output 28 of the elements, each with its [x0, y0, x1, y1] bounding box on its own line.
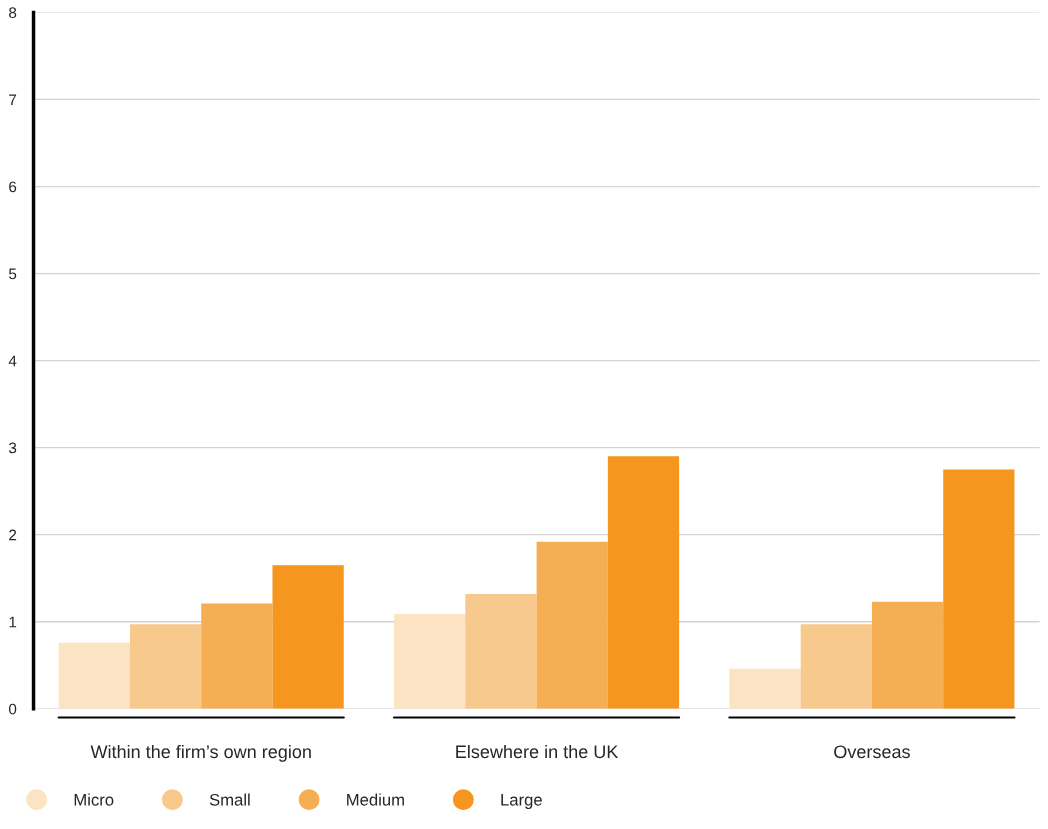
bar — [272, 565, 344, 709]
x-tick-label: Overseas — [834, 745, 910, 759]
bar — [871, 601, 944, 709]
bar — [465, 593, 537, 709]
bar — [58, 642, 130, 709]
y-tick-label: 0 — [8, 703, 17, 715]
bar — [607, 456, 680, 709]
y-tick-label: 7 — [9, 94, 17, 106]
y-tick-label: 6 — [9, 181, 17, 193]
x-tick-label: Within the firm’s own region — [90, 744, 311, 762]
bar — [800, 624, 872, 709]
bar — [943, 469, 1015, 709]
bar — [729, 668, 801, 709]
y-tick-label: 2 — [9, 529, 17, 541]
y-tick-label: 8 — [9, 7, 17, 19]
y-tick-label: 1 — [9, 616, 17, 628]
y-tick-label: 5 — [8, 268, 17, 280]
bar — [536, 541, 608, 709]
legend-label: Micro — [74, 793, 114, 806]
legend-label: Medium — [347, 793, 404, 806]
y-tick-label: 3 — [8, 442, 17, 454]
legend-label: Small — [209, 793, 250, 806]
bar — [394, 613, 466, 709]
legend-label: Large — [501, 794, 542, 809]
x-tick-label: Elsewhere in the UK — [456, 744, 619, 759]
y-tick-label: 4 — [8, 355, 17, 367]
bar — [201, 603, 273, 709]
bar — [129, 624, 202, 709]
